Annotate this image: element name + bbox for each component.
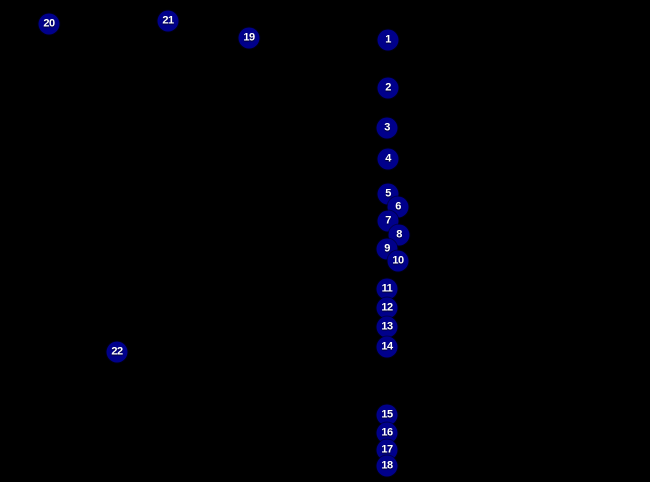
som-mark-2[interactable]: 2 (377, 77, 399, 99)
som-mark-4[interactable]: 4 (377, 148, 399, 170)
som-mark-21[interactable]: 21 (157, 10, 179, 32)
som-mark-3[interactable]: 3 (376, 117, 398, 139)
som-mark-20[interactable]: 20 (38, 13, 60, 35)
som-mark-13[interactable]: 13 (376, 316, 398, 338)
som-mark-10[interactable]: 10 (387, 250, 409, 272)
som-mark-1[interactable]: 1 (377, 29, 399, 51)
som-mark-14[interactable]: 14 (376, 336, 398, 358)
som-mark-17[interactable]: 17 (376, 439, 398, 461)
som-mark-15[interactable]: 15 (376, 404, 398, 426)
som-mark-12[interactable]: 12 (376, 297, 398, 319)
som-mark-19[interactable]: 19 (238, 27, 260, 49)
som-mark-22[interactable]: 22 (106, 341, 128, 363)
som-mark-11[interactable]: 11 (376, 278, 398, 300)
som-mark-18[interactable]: 18 (376, 455, 398, 477)
som-mark-16[interactable]: 16 (376, 422, 398, 444)
